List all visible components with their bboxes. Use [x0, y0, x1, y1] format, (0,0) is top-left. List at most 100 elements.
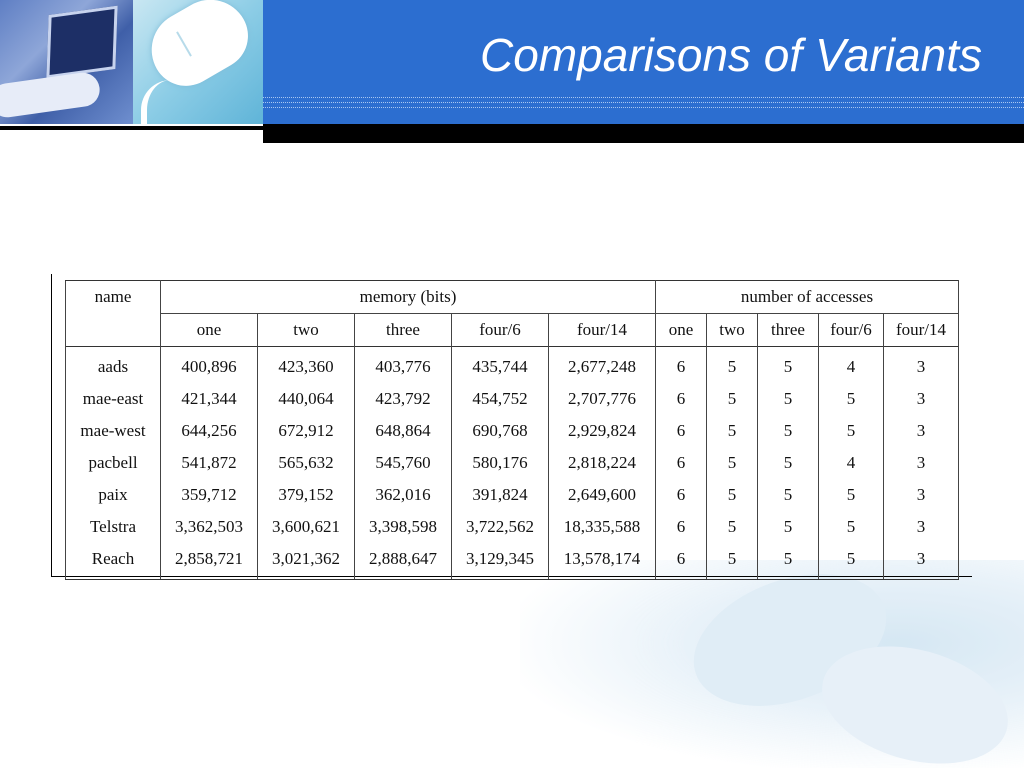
table-cell: 5: [757, 415, 819, 447]
table-cell: 5: [818, 383, 884, 415]
table-cell: 5: [757, 479, 819, 511]
column-header: four/14: [548, 313, 656, 347]
table-cell: 690,768: [451, 415, 549, 447]
table-cell: 400,896: [160, 346, 258, 383]
table-cell: 4: [818, 346, 884, 383]
table-row: Telstra 3,362,503 3,600,621 3,398,598 3,…: [65, 511, 959, 543]
header-dotted-line: [263, 97, 1024, 98]
table-cell: 5: [706, 415, 758, 447]
table-cell: 2,707,776: [548, 383, 656, 415]
table-cell: 644,256: [160, 415, 258, 447]
table-cell: 362,016: [354, 479, 452, 511]
column-header: three: [757, 313, 819, 347]
table-cell: 3,021,362: [257, 543, 355, 580]
row-name-cell: Reach: [65, 543, 161, 580]
table-cell: 2,818,224: [548, 447, 656, 479]
table-header-row: name memory (bits) number of accesses: [65, 280, 959, 347]
table-cell: 454,752: [451, 383, 549, 415]
header-photo-mouse: [133, 0, 263, 124]
table-cell: 6: [655, 479, 707, 511]
table-row: paix 359,712 379,152 362,016 391,824 2,6…: [65, 479, 959, 511]
table-cell: 5: [706, 346, 758, 383]
row-name-cell: pacbell: [65, 447, 161, 479]
table-cell: 403,776: [354, 346, 452, 383]
table-cell: 580,176: [451, 447, 549, 479]
table-cell: 435,744: [451, 346, 549, 383]
table-cell: 5: [757, 511, 819, 543]
table-cell: 5: [757, 543, 819, 580]
header-dotted-line: [263, 102, 1024, 103]
table-cell: 3,362,503: [160, 511, 258, 543]
table-cell: 565,632: [257, 447, 355, 479]
column-header: one: [160, 313, 258, 347]
table-cell: 3: [883, 346, 959, 383]
table-cell: 648,864: [354, 415, 452, 447]
column-header: four/6: [818, 313, 884, 347]
table-cell: 6: [655, 447, 707, 479]
laptop-screen-shape: [46, 5, 118, 79]
table-subheader-row: one two three four/6 four/14 one two thr…: [66, 313, 959, 347]
header-black-bar: [263, 124, 1024, 143]
table-cell: 13,578,174: [548, 543, 656, 580]
table-cell: 6: [655, 511, 707, 543]
table-cell: 3,600,621: [257, 511, 355, 543]
table-row: Reach 2,858,721 3,021,362 2,888,647 3,12…: [65, 543, 959, 580]
table-cell: 423,360: [257, 346, 355, 383]
decorative-background-image: [520, 549, 1024, 783]
table-cell: 423,792: [354, 383, 452, 415]
table-cell: 2,929,824: [548, 415, 656, 447]
table-cell: 5: [706, 543, 758, 580]
table-cell: 3,129,345: [451, 543, 549, 580]
comparison-table: name memory (bits) number of accesses on…: [65, 280, 959, 580]
table-cell: 421,344: [160, 383, 258, 415]
table-cell: 6: [655, 543, 707, 580]
table-cell: 2,858,721: [160, 543, 258, 580]
table-cell: 3,398,598: [354, 511, 452, 543]
row-name-cell: aads: [65, 346, 161, 383]
table-cell: 2,677,248: [548, 346, 656, 383]
table-cell: 3: [883, 447, 959, 479]
column-header: two: [257, 313, 355, 347]
row-name-cell: mae-west: [65, 415, 161, 447]
table-cell: 440,064: [257, 383, 355, 415]
header-dotted-line: [263, 107, 1024, 108]
table-cell: 3: [883, 543, 959, 580]
table-cell: 672,912: [257, 415, 355, 447]
table-cell: 3,722,562: [451, 511, 549, 543]
table-row: pacbell 541,872 565,632 545,760 580,176 …: [65, 447, 959, 479]
column-header: four/14: [883, 313, 959, 347]
table-cell: 2,888,647: [354, 543, 452, 580]
table-cell: 5: [818, 479, 884, 511]
table-cell: 359,712: [160, 479, 258, 511]
row-name-cell: paix: [65, 479, 161, 511]
column-header: two: [706, 313, 758, 347]
table-cell: 3: [883, 511, 959, 543]
table-cell: 6: [655, 415, 707, 447]
table-row: aads 400,896 423,360 403,776 435,744 2,6…: [65, 346, 959, 383]
table-cell: 6: [655, 383, 707, 415]
row-name-cell: Telstra: [65, 511, 161, 543]
table-row: mae-west 644,256 672,912 648,864 690,768…: [65, 415, 959, 447]
table-cell: 5: [757, 346, 819, 383]
table-cell: 5: [706, 447, 758, 479]
table-cell: 541,872: [160, 447, 258, 479]
mouse-cable: [141, 80, 207, 124]
table-cell: 5: [757, 447, 819, 479]
table-cell: 5: [818, 511, 884, 543]
table-row: mae-east 421,344 440,064 423,792 454,752…: [65, 383, 959, 415]
table-cell: 18,335,588: [548, 511, 656, 543]
hand-shape: [0, 70, 102, 120]
column-header: four/6: [451, 313, 549, 347]
header-band: [263, 0, 1024, 124]
table-cell: 5: [818, 543, 884, 580]
row-name-cell: mae-east: [65, 383, 161, 415]
table-cell: 3: [883, 383, 959, 415]
group-header-accesses: number of accesses: [655, 280, 959, 314]
table-cell: 5: [706, 479, 758, 511]
table-cell: 545,760: [354, 447, 452, 479]
table-cell: 4: [818, 447, 884, 479]
table-cell: 5: [706, 511, 758, 543]
table-cell: 391,824: [451, 479, 549, 511]
table-cell: 3: [883, 415, 959, 447]
column-header: three: [354, 313, 452, 347]
